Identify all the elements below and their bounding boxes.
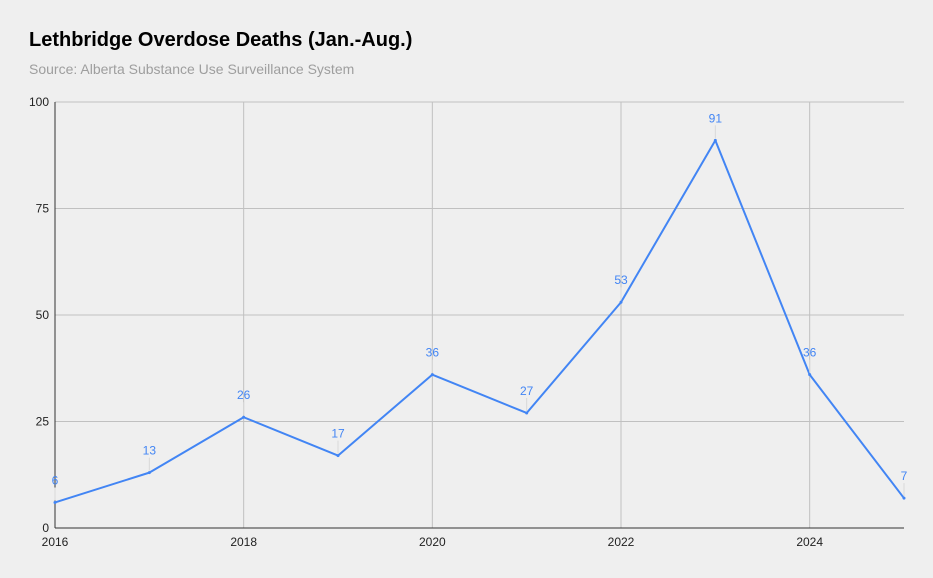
data-label: 27 [520, 384, 534, 398]
x-tick-label: 2022 [608, 535, 635, 549]
data-labels: 6 13 26 17 36 27 53 91 36 7 [52, 111, 908, 501]
x-tick-label: 2018 [230, 535, 257, 549]
data-point [53, 500, 57, 504]
data-label: 53 [614, 273, 628, 287]
data-label: 36 [426, 346, 440, 360]
data-point [713, 138, 717, 142]
x-tick-label: 2024 [796, 535, 823, 549]
data-label: 13 [143, 444, 157, 458]
grid-lines [55, 101, 904, 528]
y-tick-label: 75 [36, 202, 50, 216]
data-point [336, 454, 340, 458]
x-tick-label: 2020 [419, 535, 446, 549]
series-layer [53, 138, 906, 504]
data-label: 6 [52, 473, 59, 487]
data-point [242, 415, 246, 419]
tick-labels: 0 25 50 75 100 2016 2018 2020 2022 2024 [29, 95, 823, 549]
data-label: 7 [901, 469, 908, 483]
data-point [808, 373, 812, 377]
data-point [619, 300, 623, 304]
data-point [147, 471, 151, 475]
y-tick-label: 0 [42, 521, 49, 535]
data-point [902, 496, 906, 500]
series-line [54, 139, 905, 504]
data-point [430, 373, 434, 377]
data-label: 17 [331, 427, 345, 441]
data-point [525, 411, 529, 415]
x-tick-label: 2016 [42, 535, 69, 549]
y-tick-label: 50 [36, 308, 50, 322]
y-tick-label: 25 [36, 415, 50, 429]
data-label: 91 [709, 111, 723, 125]
axes [54, 102, 904, 529]
chart-subtitle: Source: Alberta Substance Use Surveillan… [29, 61, 355, 77]
data-label: 26 [237, 388, 251, 402]
data-label: 36 [803, 346, 817, 360]
chart-title: Lethbridge Overdose Deaths (Jan.-Aug.) [29, 29, 413, 51]
y-tick-label: 100 [29, 95, 49, 109]
